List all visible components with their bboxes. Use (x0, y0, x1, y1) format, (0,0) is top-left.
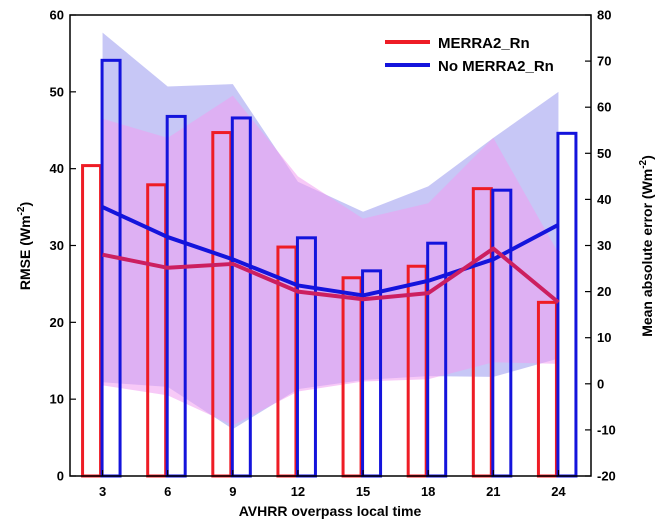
legend-label-merra: MERRA2_Rn (438, 35, 530, 52)
x-tick-label: 21 (486, 484, 500, 499)
bar-merra (81, 164, 103, 478)
right-tick-label: 40 (597, 192, 611, 207)
right-tick-label: 50 (597, 146, 611, 161)
left-axis-title: RMSE (Wm-2) (16, 202, 33, 290)
left-tick-label: 50 (50, 84, 64, 99)
right-axis-title: Mean absolute error (Wm-2) (638, 155, 655, 337)
line-no-merra (101, 205, 560, 298)
right-tick-label: 0 (597, 376, 604, 391)
x-tick-label: 18 (421, 484, 435, 499)
x-tick-label: 15 (356, 484, 370, 499)
x-axis: 3 6 9 12 15 18 21 24 (99, 470, 566, 499)
x-axis-title: AVHRR overpass local time (239, 503, 422, 519)
mae-lines (101, 205, 560, 304)
legend-label-no-merra: No MERRA2_Rn (438, 58, 554, 75)
right-tick-label: 30 (597, 238, 611, 253)
right-tick-label: 20 (597, 284, 611, 299)
left-tick-label: 60 (50, 8, 64, 23)
right-tick-label: -20 (597, 469, 616, 484)
legend: MERRA2_Rn No MERRA2_Rn (385, 35, 554, 75)
x-tick-label: 24 (551, 484, 566, 499)
left-tick-label: 10 (50, 392, 64, 407)
x-tick-label: 9 (229, 484, 236, 499)
left-tick-label: 0 (57, 469, 64, 484)
right-tick-label: 10 (597, 330, 611, 345)
right-tick-label: 70 (597, 54, 611, 69)
x-tick-label: 3 (99, 484, 106, 499)
left-tick-label: 40 (50, 161, 64, 176)
left-tick-label: 20 (50, 315, 64, 330)
line-merra (102, 246, 560, 304)
right-axis: -20 -10 0 10 20 30 40 50 60 70 80 (585, 8, 616, 484)
right-tick-label: 60 (597, 100, 611, 115)
right-tick-label: -10 (597, 422, 616, 437)
x-tick-label: 6 (164, 484, 171, 499)
right-tick-label: 80 (597, 8, 611, 23)
left-tick-label: 30 (50, 238, 64, 253)
bar-no-merra (556, 131, 578, 478)
left-axis: 0 10 20 30 40 50 60 (50, 8, 76, 484)
x-tick-label: 12 (291, 484, 305, 499)
